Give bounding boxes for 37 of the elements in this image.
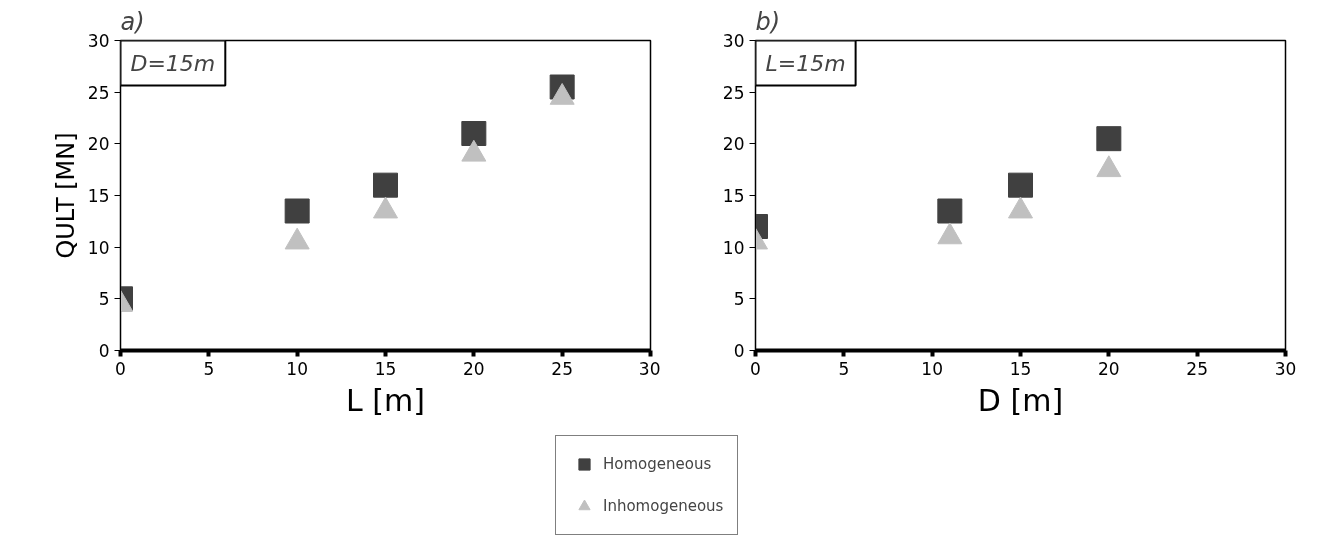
y-tick-label: 5 (98, 289, 110, 310)
x-tick-label: 15 (1009, 358, 1032, 379)
y-tick-label: 30 (722, 31, 745, 51)
x-tick-label: 30 (638, 358, 661, 379)
y-axis-title: QULT [MN] (51, 132, 80, 259)
legend-label: Inhomogeneous (603, 497, 724, 515)
x-tick-label: 25 (551, 358, 573, 379)
x-tick-label: 0 (750, 358, 761, 379)
x-tick-label: 10 (921, 358, 943, 379)
x-axis-title: D [m] (977, 382, 1064, 418)
legend-label: Homogeneous (603, 455, 712, 473)
annotation: L=15m (765, 50, 846, 76)
chart-title: b) (755, 7, 781, 36)
x-tick-label: 25 (1186, 358, 1208, 379)
x-tick-label: 5 (203, 358, 215, 379)
y-tick-label: 20 (722, 134, 745, 155)
annotation: D=15m (130, 50, 216, 76)
chart-title: a) (120, 7, 145, 36)
y-tick-label: 10 (87, 237, 110, 258)
y-tick-label: 5 (733, 289, 745, 310)
y-tick-label: 10 (722, 237, 745, 258)
x-tick-label: 20 (463, 358, 485, 379)
y-tick-label: 20 (87, 134, 110, 155)
y-tick-label: 0 (733, 341, 745, 361)
y-tick-label: 15 (87, 186, 110, 206)
y-tick-label: 15 (722, 186, 745, 206)
x-tick-label: 15 (374, 358, 397, 379)
y-tick-label: 25 (722, 82, 745, 103)
x-tick-label: 20 (1098, 358, 1120, 379)
y-tick-label: 0 (98, 341, 110, 361)
x-tick-label: 30 (1274, 358, 1297, 379)
x-axis-title: L [m] (346, 382, 425, 418)
x-tick-label: 5 (838, 358, 850, 379)
x-tick-label: 0 (115, 358, 126, 379)
y-tick-label: 30 (87, 31, 110, 51)
x-tick-label: 10 (286, 358, 308, 379)
y-tick-label: 25 (87, 82, 110, 103)
